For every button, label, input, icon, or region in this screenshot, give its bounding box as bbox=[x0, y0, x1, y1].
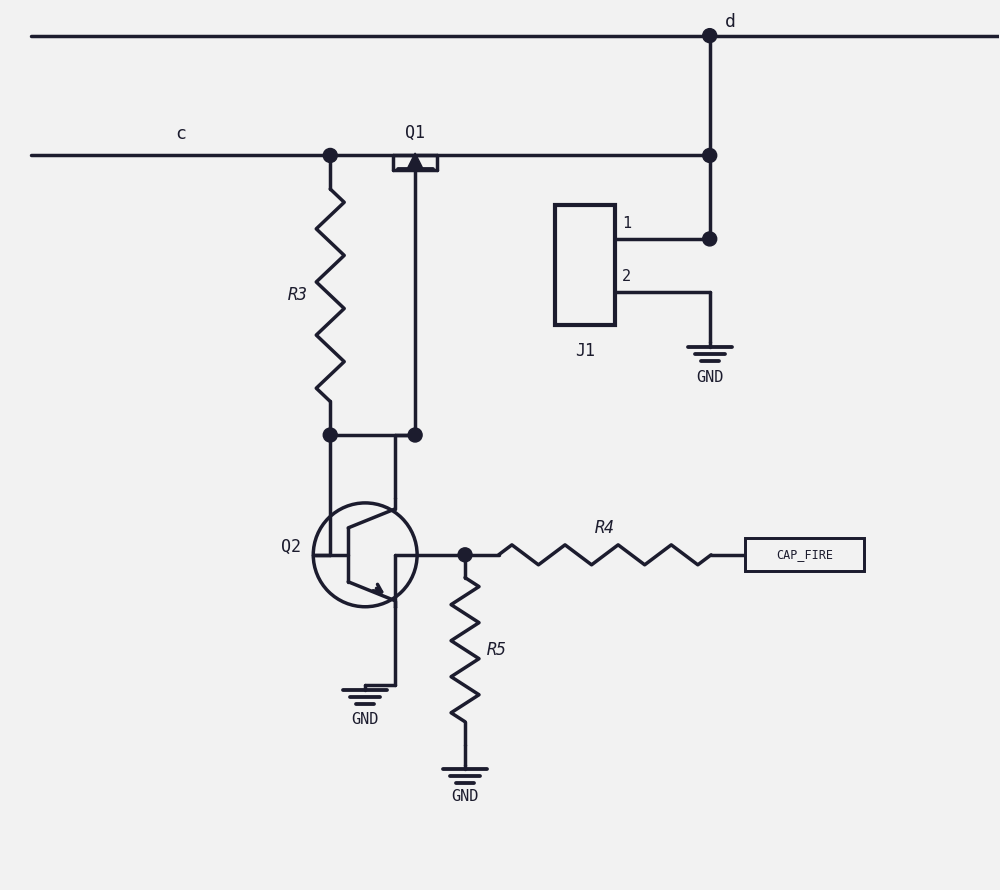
Text: d: d bbox=[725, 12, 736, 30]
Bar bbox=[745, 538, 864, 571]
Text: GND: GND bbox=[696, 369, 723, 384]
Text: R4: R4 bbox=[595, 519, 615, 537]
Polygon shape bbox=[407, 153, 423, 169]
Text: 2: 2 bbox=[622, 269, 631, 284]
Circle shape bbox=[703, 28, 717, 43]
Text: R3: R3 bbox=[288, 287, 308, 304]
Text: 1: 1 bbox=[622, 216, 631, 231]
Text: J1: J1 bbox=[575, 342, 595, 360]
Circle shape bbox=[408, 428, 422, 442]
Text: c: c bbox=[175, 125, 186, 143]
Text: GND: GND bbox=[451, 789, 479, 805]
Text: R5: R5 bbox=[487, 641, 507, 659]
Circle shape bbox=[703, 232, 717, 246]
Text: CAP_FIRE: CAP_FIRE bbox=[776, 548, 833, 562]
Text: Q2: Q2 bbox=[281, 538, 301, 556]
Circle shape bbox=[323, 428, 337, 442]
Circle shape bbox=[703, 149, 717, 163]
Bar bbox=[555, 206, 615, 325]
Circle shape bbox=[323, 149, 337, 163]
Text: GND: GND bbox=[352, 712, 379, 726]
Text: Q1: Q1 bbox=[405, 124, 425, 142]
Circle shape bbox=[458, 548, 472, 562]
